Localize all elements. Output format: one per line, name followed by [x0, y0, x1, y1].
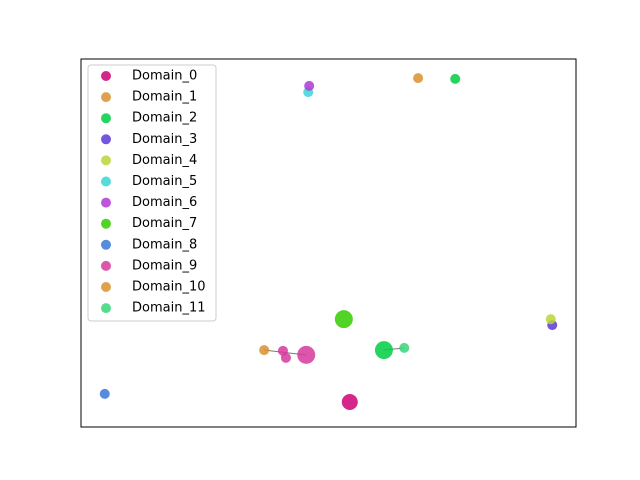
legend-label: Domain_10	[132, 280, 206, 295]
point	[99, 388, 110, 399]
legend	[87, 64, 217, 322]
legend-marker	[101, 218, 111, 229]
point	[413, 73, 424, 84]
legend-marker	[101, 92, 111, 103]
legend-marker	[101, 176, 111, 187]
legend-label: Domain_9	[132, 258, 197, 273]
point	[374, 341, 393, 360]
point	[545, 314, 556, 325]
legend-label: Domain_7	[132, 216, 197, 231]
legend-marker	[101, 155, 111, 166]
legend-marker	[101, 282, 111, 292]
legend-label: Domain_0	[132, 69, 197, 84]
legend-marker	[101, 197, 111, 208]
points	[99, 73, 558, 410]
legend-marker	[101, 71, 111, 81]
legend-marker	[101, 260, 111, 271]
legend-marker	[101, 134, 111, 145]
point	[259, 345, 270, 356]
legend-label: Domain_11	[132, 301, 206, 316]
legend-label: Domain_5	[132, 174, 197, 189]
legend-marker	[101, 113, 111, 124]
legend-label: Domain_6	[132, 195, 197, 210]
point	[297, 345, 316, 364]
legend-label: Domain_8	[132, 237, 197, 252]
legend-marker	[101, 303, 111, 314]
point	[450, 73, 461, 84]
point	[304, 80, 315, 91]
legend-label: Domain_2	[132, 111, 197, 126]
point	[399, 342, 410, 353]
legend-label: Domain_1	[132, 90, 197, 105]
point	[280, 352, 291, 363]
point	[334, 310, 353, 329]
legend-label: Domain_4	[132, 153, 197, 168]
point	[341, 393, 358, 410]
legend-marker	[101, 239, 111, 250]
plot-frame	[80, 58, 577, 428]
legend-items: Domain_0 Domain_1 Domain_2 Domain_3 Domain_4…	[101, 69, 206, 316]
legend-label: Domain_3	[132, 132, 197, 147]
